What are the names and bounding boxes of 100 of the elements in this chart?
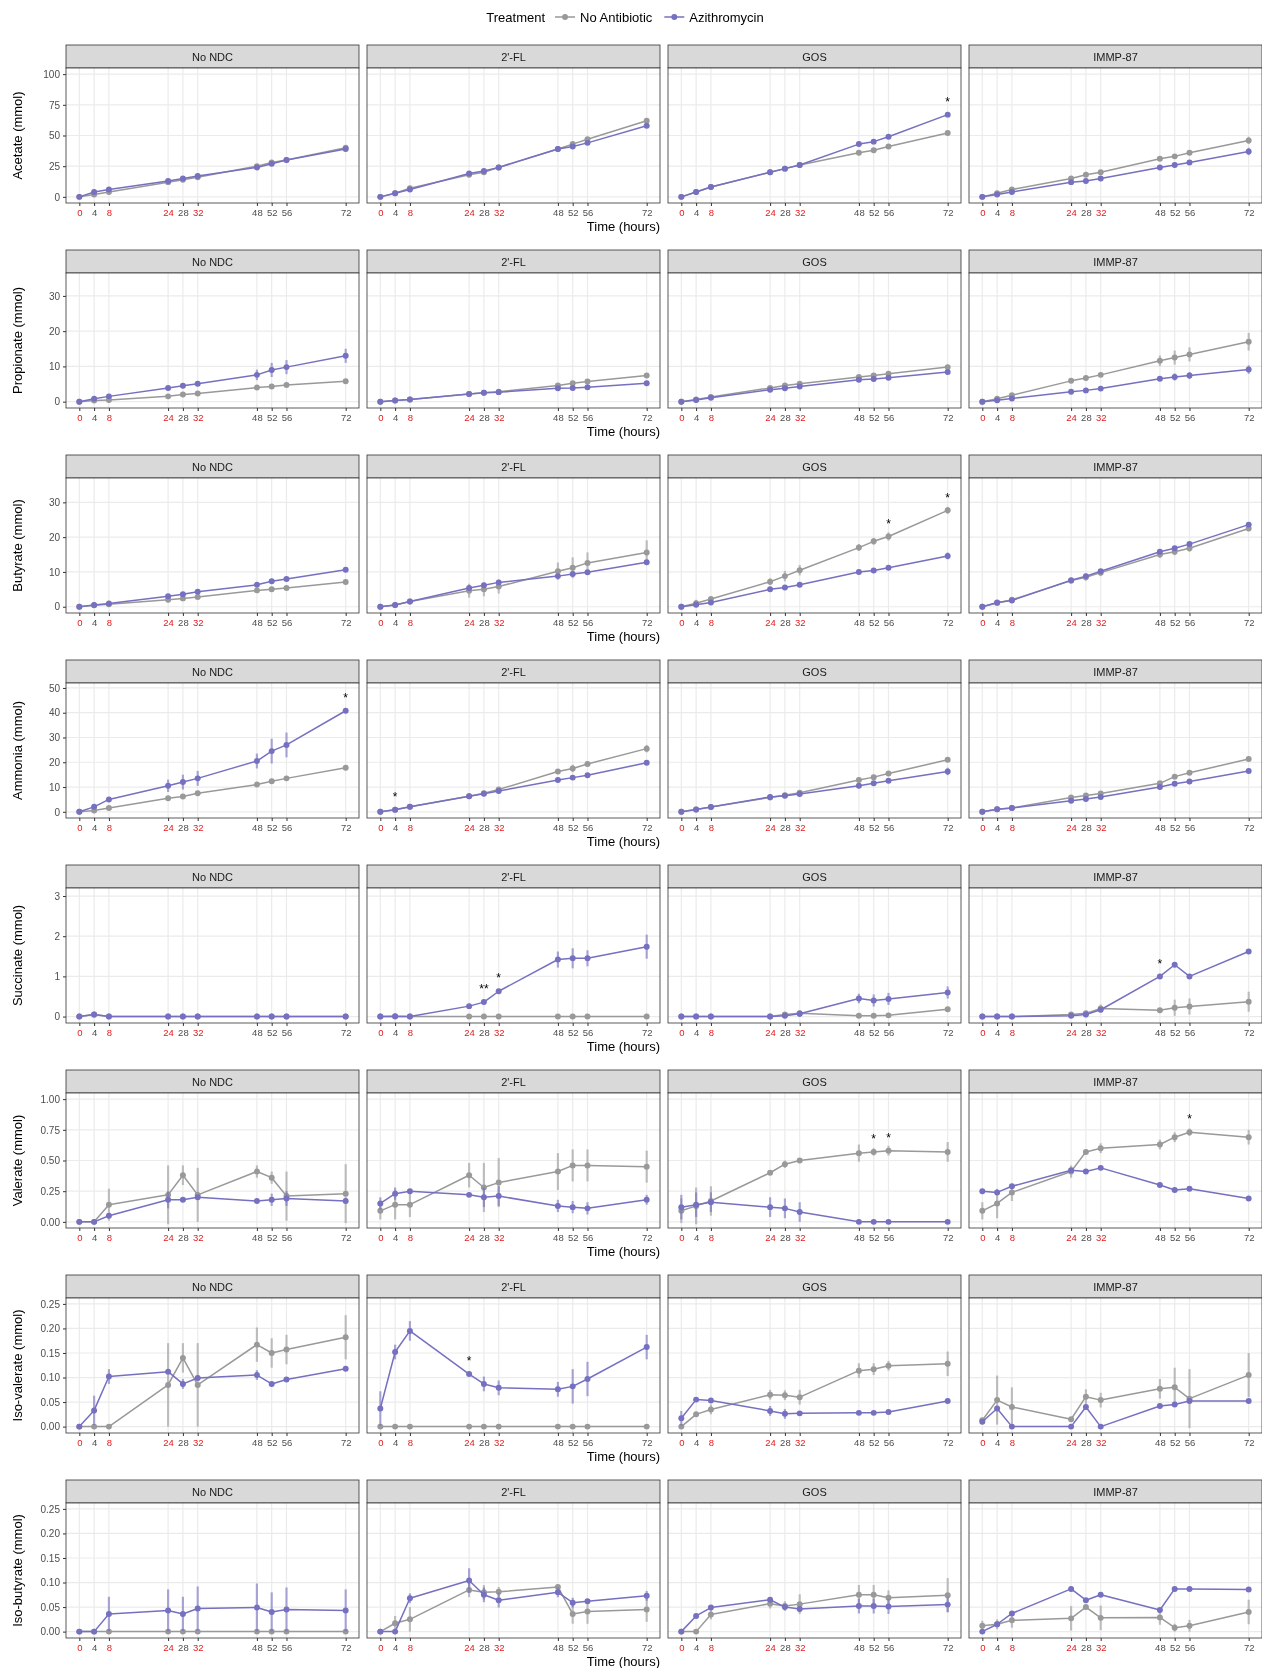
chart-title: 2'-FL xyxy=(501,870,526,883)
x-tick-label: 4 xyxy=(91,821,98,833)
x-tick-label: 8 xyxy=(106,1641,113,1653)
x-tick-label: 72 xyxy=(641,1026,653,1038)
chart-title: IMMP-87 xyxy=(1093,1075,1138,1088)
x-tick-label: 32 xyxy=(493,1641,505,1653)
x-tick-label: 32 xyxy=(1095,1231,1107,1243)
x-axis-title: Time (hours) xyxy=(586,424,660,439)
x-tick-label: 72 xyxy=(340,1026,352,1038)
x-tick-label: 56 xyxy=(582,1436,594,1448)
x-tick-label: 0 xyxy=(378,616,384,628)
x-tick-label: 52 xyxy=(1169,616,1181,628)
x-tick-label: 0 xyxy=(77,1231,83,1243)
x-tick-label: 32 xyxy=(493,1026,505,1038)
x-tick-label: 8 xyxy=(708,1231,715,1243)
chart-title: 2'-FL xyxy=(501,1280,526,1293)
y-tick-label: 0.50 xyxy=(40,1155,61,1167)
y-axis-title: Propionate (mmol) xyxy=(10,287,25,394)
x-tick-label: 72 xyxy=(942,411,954,423)
x-tick-label: 0 xyxy=(77,821,83,833)
x-tick-label: 72 xyxy=(340,411,352,423)
x-tick-label: 4 xyxy=(994,616,1001,628)
x-tick-label: 32 xyxy=(493,411,505,423)
x-tick-label: 48 xyxy=(1155,206,1166,218)
x-tick-label: 48 xyxy=(1155,1026,1166,1038)
x-tick-label: 72 xyxy=(1243,411,1255,423)
chart-title: IMMP-87 xyxy=(1093,255,1138,268)
chart-title: GOS xyxy=(802,50,827,63)
x-tick-label: 28 xyxy=(780,616,791,628)
x-tick-label: 28 xyxy=(780,1641,791,1653)
x-tick-label: 0 xyxy=(980,1436,986,1448)
x-tick-label: 48 xyxy=(553,821,564,833)
x-tick-label: 8 xyxy=(708,1436,715,1448)
x-tick-label: 52 xyxy=(868,206,880,218)
chart-title: 2'-FL xyxy=(501,1485,526,1498)
x-tick-label: 24 xyxy=(464,1436,475,1448)
x-tick-label: 28 xyxy=(1081,411,1092,423)
x-tick-label: 0 xyxy=(980,206,986,218)
x-tick-label: 28 xyxy=(1081,206,1092,218)
x-tick-label: 52 xyxy=(567,1641,579,1653)
x-tick-label: 32 xyxy=(493,206,505,218)
x-tick-label: 56 xyxy=(281,1641,293,1653)
x-tick-label: 24 xyxy=(163,1436,174,1448)
annotation: * xyxy=(496,971,502,986)
x-tick-label: 8 xyxy=(708,411,715,423)
x-tick-label: 56 xyxy=(1184,616,1196,628)
x-tick-label: 32 xyxy=(794,1026,806,1038)
x-tick-label: 4 xyxy=(994,411,1001,423)
x-tick-label: 48 xyxy=(252,1026,263,1038)
x-tick-label: 24 xyxy=(765,1026,776,1038)
x-tick-label: 4 xyxy=(91,1231,98,1243)
y-tick-label: 3 xyxy=(54,890,61,902)
y-axis-title: Valerate (mmol) xyxy=(10,1114,25,1207)
x-tick-label: 48 xyxy=(854,1436,865,1448)
chart-title: GOS xyxy=(802,665,827,678)
legend-label: Azithromycin xyxy=(689,9,764,25)
x-tick-label: 48 xyxy=(553,1026,564,1038)
x-tick-label: 24 xyxy=(1066,616,1077,628)
x-tick-label: 52 xyxy=(1169,1231,1181,1243)
chart-title: IMMP-87 xyxy=(1093,1485,1138,1498)
x-tick-label: 4 xyxy=(994,821,1001,833)
annotation: ** xyxy=(479,982,489,997)
annotation: * xyxy=(945,490,951,505)
x-tick-label: 48 xyxy=(252,1641,263,1653)
x-tick-label: 8 xyxy=(1009,1436,1016,1448)
x-tick-label: 52 xyxy=(266,1436,278,1448)
chart-title: IMMP-87 xyxy=(1093,1280,1138,1293)
x-tick-label: 48 xyxy=(854,411,865,423)
x-tick-label: 28 xyxy=(780,821,791,833)
x-tick-label: 0 xyxy=(77,1436,83,1448)
x-tick-label: 8 xyxy=(708,616,715,628)
y-tick-label: 75 xyxy=(48,99,61,111)
x-tick-label: 28 xyxy=(780,411,791,423)
x-tick-label: 4 xyxy=(693,1231,700,1243)
x-tick-label: 56 xyxy=(1184,1436,1196,1448)
x-tick-label: 24 xyxy=(464,1026,475,1038)
y-tick-label: 0 xyxy=(54,191,61,203)
y-tick-label: 0.75 xyxy=(40,1124,61,1136)
x-tick-label: 24 xyxy=(464,1641,475,1653)
x-tick-label: 24 xyxy=(1066,1641,1077,1653)
x-tick-label: 52 xyxy=(868,1641,880,1653)
x-tick-label: 32 xyxy=(794,616,806,628)
x-tick-label: 52 xyxy=(1169,206,1181,218)
y-axis-title: Iso-valerate (mmol) xyxy=(10,1309,25,1422)
x-tick-label: 4 xyxy=(392,616,399,628)
x-tick-label: 28 xyxy=(1081,616,1092,628)
x-tick-label: 4 xyxy=(994,206,1001,218)
x-tick-label: 0 xyxy=(77,616,83,628)
x-tick-label: 56 xyxy=(883,411,895,423)
x-tick-label: 0 xyxy=(980,411,986,423)
x-tick-label: 72 xyxy=(641,206,653,218)
x-tick-label: 56 xyxy=(883,1436,895,1448)
x-tick-label: 72 xyxy=(340,1436,352,1448)
x-tick-label: 0 xyxy=(679,1436,685,1448)
x-tick-label: 4 xyxy=(693,411,700,423)
x-tick-label: 52 xyxy=(567,1436,579,1448)
x-tick-label: 4 xyxy=(91,206,98,218)
x-tick-label: 32 xyxy=(1095,1436,1107,1448)
x-tick-label: 52 xyxy=(567,1231,579,1243)
x-tick-label: 4 xyxy=(994,1436,1001,1448)
